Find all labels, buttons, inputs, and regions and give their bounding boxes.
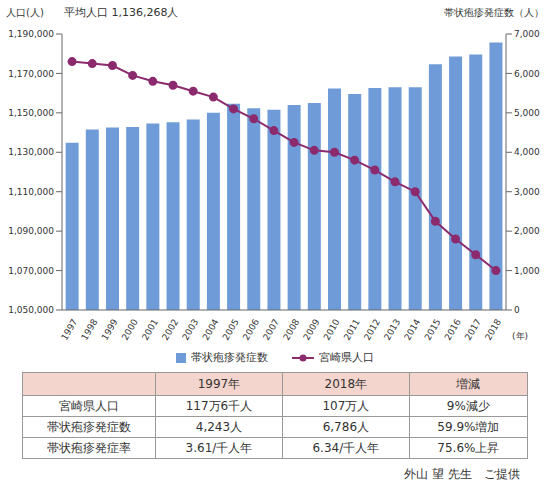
svg-text:1,090,000: 1,090,000	[8, 226, 54, 236]
html-text:6,786人: 6,786人	[322, 419, 369, 434]
svg-text:0: 0	[514, 305, 520, 315]
svg-text:2006: 2006	[241, 317, 261, 342]
svg-text:1,000: 1,000	[514, 266, 540, 276]
svg-text:2001: 2001	[140, 317, 160, 342]
html-text:宮崎県人口: 宮崎県人口	[59, 398, 119, 413]
svg-text:2005: 2005	[221, 317, 241, 342]
svg-text:1,170,000: 1,170,000	[8, 69, 54, 79]
html-text:(年): (年)	[512, 331, 528, 341]
svg-text:2014: 2014	[402, 317, 422, 342]
svg-text:2013: 2013	[382, 317, 402, 342]
html-text:帯状疱疹発症数: 帯状疱疹発症数	[47, 419, 131, 434]
svg-text:2015: 2015	[423, 317, 443, 342]
svg-text:3,000: 3,000	[514, 187, 540, 197]
html-text:1997年: 1997年	[197, 376, 241, 391]
svg-text:2010: 2010	[322, 317, 342, 342]
svg-text:2018: 2018	[483, 317, 503, 342]
svg-text:2004: 2004	[201, 317, 221, 342]
svg-text:4,000: 4,000	[514, 147, 540, 157]
html-text:2018年: 2018年	[324, 376, 368, 391]
svg-text:1999: 1999	[100, 317, 120, 342]
svg-text:2007: 2007	[261, 317, 281, 342]
svg-text:1,050,000: 1,050,000	[8, 305, 54, 315]
html-text:増減: 増減	[456, 376, 481, 391]
html-text:帯状疱疹発症率: 帯状疱疹発症率	[47, 440, 131, 455]
html-text:4,243人: 4,243人	[195, 419, 243, 434]
svg-text:2002: 2002	[160, 317, 180, 342]
svg-text:2012: 2012	[362, 317, 382, 342]
html-text:75.6%上昇: 75.6%上昇	[437, 440, 500, 455]
svg-text:2017: 2017	[463, 317, 483, 342]
html-text:3.61/千人年: 3.61/千人年	[185, 440, 253, 455]
html-text:平均人口 1,136,268人: 平均人口 1,136,268人	[64, 6, 179, 19]
html-text:107万人: 107万人	[322, 398, 370, 413]
svg-text:2008: 2008	[281, 317, 301, 342]
svg-text:1,130,000: 1,130,000	[8, 147, 54, 157]
svg-text:2009: 2009	[301, 317, 321, 342]
svg-text:1998: 1998	[79, 317, 99, 342]
svg-text:2003: 2003	[180, 317, 200, 342]
svg-text:2000: 2000	[120, 317, 140, 342]
html-text:宮崎県人口: 宮崎県人口	[319, 351, 374, 364]
svg-text:1,070,000: 1,070,000	[8, 266, 54, 276]
svg-text:5,000: 5,000	[514, 108, 540, 118]
svg-text:1,190,000: 1,190,000	[8, 29, 54, 39]
svg-text:6,000: 6,000	[514, 69, 540, 79]
html-text:帯状疱疹発症数: 帯状疱疹発症数	[191, 351, 268, 364]
html-text:59.9%増加: 59.9%増加	[437, 419, 500, 434]
svg-text:2016: 2016	[443, 317, 463, 342]
svg-text:7,000: 7,000	[514, 29, 540, 39]
svg-text:1,150,000: 1,150,000	[8, 108, 54, 118]
svg-text:2,000: 2,000	[514, 226, 540, 236]
html-text:9%減少: 9%減少	[446, 398, 490, 413]
svg-text:1,110,000: 1,110,000	[8, 187, 54, 197]
html-text:外山 望 先生 ご提供: 外山 望 先生 ご提供	[404, 467, 520, 481]
svg-text:1997: 1997	[59, 317, 79, 342]
html-text:人口(人): 人口(人)	[6, 7, 44, 18]
html-text:6.34/千人年: 6.34/千人年	[312, 440, 380, 455]
html-text:117万6千人: 117万6千人	[185, 398, 253, 413]
svg-text:2011: 2011	[342, 317, 362, 342]
html-text:帯状疱疹発症数（人）: 帯状疱疹発症数（人）	[444, 7, 544, 18]
